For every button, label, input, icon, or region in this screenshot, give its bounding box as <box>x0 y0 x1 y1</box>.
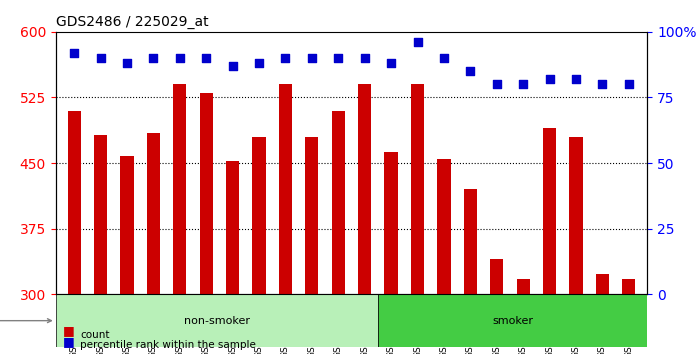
Bar <box>384 152 397 295</box>
Bar <box>332 111 345 295</box>
Point <box>333 55 344 61</box>
Point <box>623 81 634 87</box>
Point <box>95 55 106 61</box>
Point <box>306 55 317 61</box>
Text: ■: ■ <box>63 325 74 337</box>
Point <box>200 55 212 61</box>
FancyBboxPatch shape <box>379 295 647 347</box>
Point <box>596 81 608 87</box>
Point <box>571 76 582 82</box>
Bar <box>226 160 239 295</box>
FancyBboxPatch shape <box>56 295 379 347</box>
Point <box>465 68 476 74</box>
Point <box>69 50 80 56</box>
Bar <box>253 137 266 295</box>
Bar <box>569 137 583 295</box>
Text: stress: stress <box>0 316 52 326</box>
Bar <box>68 111 81 295</box>
Text: percentile rank within the sample: percentile rank within the sample <box>80 340 256 350</box>
Bar <box>596 274 609 295</box>
Bar <box>437 159 450 295</box>
Point <box>280 55 291 61</box>
Bar <box>94 135 107 295</box>
Bar <box>358 84 371 295</box>
Point <box>386 61 397 66</box>
Point <box>518 81 529 87</box>
Point <box>227 63 238 69</box>
Point <box>253 61 264 66</box>
Point <box>359 55 370 61</box>
Point <box>121 61 132 66</box>
Text: ■: ■ <box>63 335 74 348</box>
Point <box>491 81 503 87</box>
Point <box>544 76 555 82</box>
Text: smoker: smoker <box>492 316 533 326</box>
Text: GDS2486 / 225029_at: GDS2486 / 225029_at <box>56 16 208 29</box>
Bar <box>464 189 477 295</box>
Bar <box>147 132 160 295</box>
Bar <box>622 279 635 295</box>
Bar <box>516 279 530 295</box>
Bar <box>490 259 503 295</box>
Bar <box>173 84 187 295</box>
Bar <box>200 93 213 295</box>
Point <box>438 55 450 61</box>
Bar <box>120 156 134 295</box>
Text: count: count <box>80 330 109 339</box>
Point <box>174 55 185 61</box>
Bar <box>306 137 319 295</box>
Text: non-smoker: non-smoker <box>184 316 250 326</box>
Bar <box>279 84 292 295</box>
Point <box>412 40 423 45</box>
Point <box>148 55 159 61</box>
Bar <box>411 84 424 295</box>
Bar <box>543 128 556 295</box>
